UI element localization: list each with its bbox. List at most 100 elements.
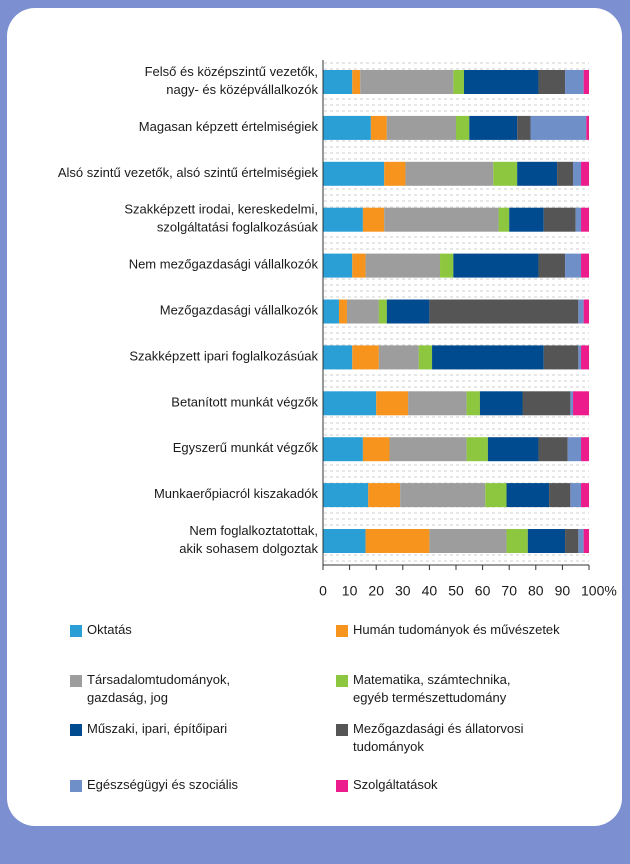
legend-swatch bbox=[70, 625, 82, 637]
bar-segment bbox=[586, 115, 589, 140]
bar-segment bbox=[527, 529, 566, 553]
bar-segment bbox=[575, 207, 582, 232]
bar-segment bbox=[400, 483, 486, 508]
bar-segment bbox=[323, 483, 369, 508]
bar-segment bbox=[408, 391, 467, 416]
x-ticks: 0 10 20 30 40 50 60 70 80 90 100% bbox=[319, 565, 617, 599]
x-tick-label: 30 bbox=[395, 583, 411, 599]
bar-segment bbox=[466, 437, 488, 462]
bar-segment bbox=[346, 299, 379, 324]
bar-segment bbox=[323, 529, 366, 553]
legend-swatch bbox=[336, 625, 348, 637]
x-tick-label: 90 bbox=[555, 583, 571, 599]
legend-label: Társadalomtudományok, gazdaság, jog bbox=[87, 672, 230, 705]
bar-segment bbox=[440, 253, 454, 278]
x-tick-label: 80 bbox=[528, 583, 544, 599]
bar-segment bbox=[365, 253, 441, 278]
x-tick-label: 60 bbox=[475, 583, 491, 599]
bar-segment bbox=[517, 115, 531, 140]
bar-segment bbox=[530, 115, 587, 140]
bar-segment bbox=[323, 115, 371, 140]
bar-segment bbox=[581, 437, 589, 462]
bar-segment bbox=[429, 529, 507, 553]
bar-segment bbox=[498, 207, 510, 232]
bar-segment bbox=[517, 161, 558, 186]
bar-segment bbox=[538, 70, 566, 94]
bar-segment bbox=[581, 207, 589, 232]
bar-segment bbox=[506, 529, 528, 553]
bar-segment bbox=[384, 207, 499, 232]
bar-segment bbox=[581, 483, 589, 508]
y-tick-label: Mezőgazdasági vállalkozók bbox=[160, 303, 319, 318]
bar-segment bbox=[453, 253, 539, 278]
legend-label: Oktatás bbox=[87, 622, 132, 637]
legend-label: Műszaki, ipari, építőipari bbox=[87, 721, 227, 736]
y-tick-label: Felső és középszintű vezetők, nagy- és kö… bbox=[145, 64, 319, 97]
bar-segment bbox=[583, 529, 589, 553]
bar-segment bbox=[567, 437, 582, 462]
bar-segment bbox=[323, 161, 385, 186]
bar-segment bbox=[479, 391, 523, 416]
bar-segment bbox=[463, 70, 539, 94]
y-tick-label: Magasan képzett értelmiségiek bbox=[139, 119, 319, 134]
x-tick-label: 20 bbox=[368, 583, 384, 599]
bar-segment bbox=[578, 529, 584, 553]
legend-swatch bbox=[70, 675, 82, 687]
bar-segment bbox=[352, 70, 361, 94]
y-tick-label: Szakképzett ipari foglalkozásúak bbox=[129, 349, 318, 364]
bar-segment bbox=[405, 161, 494, 186]
bar-segment bbox=[323, 437, 363, 462]
x-tick-label: 70 bbox=[501, 583, 517, 599]
x-tick-label: 40 bbox=[422, 583, 438, 599]
bar-segment bbox=[581, 253, 589, 278]
bar-segment bbox=[360, 70, 454, 94]
bar-segment bbox=[389, 437, 467, 462]
bar-segment bbox=[386, 299, 430, 324]
bar-segment bbox=[570, 391, 574, 416]
bar-segment bbox=[565, 253, 582, 278]
bar-segment bbox=[368, 483, 401, 508]
bar-segment bbox=[506, 483, 550, 508]
bar-segment bbox=[323, 345, 353, 370]
bar-segment bbox=[565, 529, 579, 553]
bar-segment bbox=[469, 115, 518, 140]
bar-segment bbox=[581, 161, 589, 186]
bar-segment bbox=[323, 70, 353, 94]
x-tick-label: 50 bbox=[448, 583, 464, 599]
bar-segment bbox=[323, 299, 339, 324]
legend-label: Egészségügyi és szociális bbox=[87, 777, 239, 792]
bar-segment bbox=[573, 391, 589, 416]
bar-segment bbox=[581, 345, 589, 370]
bar-segment bbox=[538, 253, 566, 278]
bar-segment bbox=[543, 345, 579, 370]
legend-swatch bbox=[336, 675, 348, 687]
bar-segment bbox=[418, 345, 433, 370]
bar-segment bbox=[323, 253, 353, 278]
bar-segment bbox=[557, 161, 574, 186]
bar-segment bbox=[583, 299, 589, 324]
bar-segment bbox=[573, 161, 582, 186]
bar-segment bbox=[583, 70, 589, 94]
y-tick-label: Alsó szintű vezetők, alsó szintű értelmi… bbox=[58, 165, 319, 180]
bar-segment bbox=[549, 483, 571, 508]
y-tick-label: Munkaerőpiacról kiszakadók bbox=[154, 487, 319, 502]
y-tick-label: Nem foglalkoztatottak, akik sohasem dolgo… bbox=[179, 523, 318, 556]
bar-segment bbox=[352, 253, 366, 278]
bar-segment bbox=[565, 70, 584, 94]
x-tick-label: 10 bbox=[342, 583, 358, 599]
bar-segment bbox=[487, 437, 539, 462]
bar-segment bbox=[370, 115, 387, 140]
legend-label: Matematika, számtechnika, egyéb természet… bbox=[353, 672, 511, 705]
y-tick-label: Szakképzett irodai, kereskedelmi, szolgál… bbox=[124, 202, 318, 235]
legend-swatch bbox=[336, 780, 348, 792]
bar-segment bbox=[570, 483, 582, 508]
bar-segment bbox=[509, 207, 544, 232]
bar-segment bbox=[384, 161, 406, 186]
bar-segment bbox=[362, 437, 390, 462]
legend-swatch bbox=[70, 724, 82, 736]
bar-segment bbox=[538, 437, 568, 462]
bar-segment bbox=[323, 207, 363, 232]
bar-segment bbox=[376, 391, 409, 416]
plot: Felső és középszintű vezetők, nagy- és kö… bbox=[58, 60, 617, 792]
